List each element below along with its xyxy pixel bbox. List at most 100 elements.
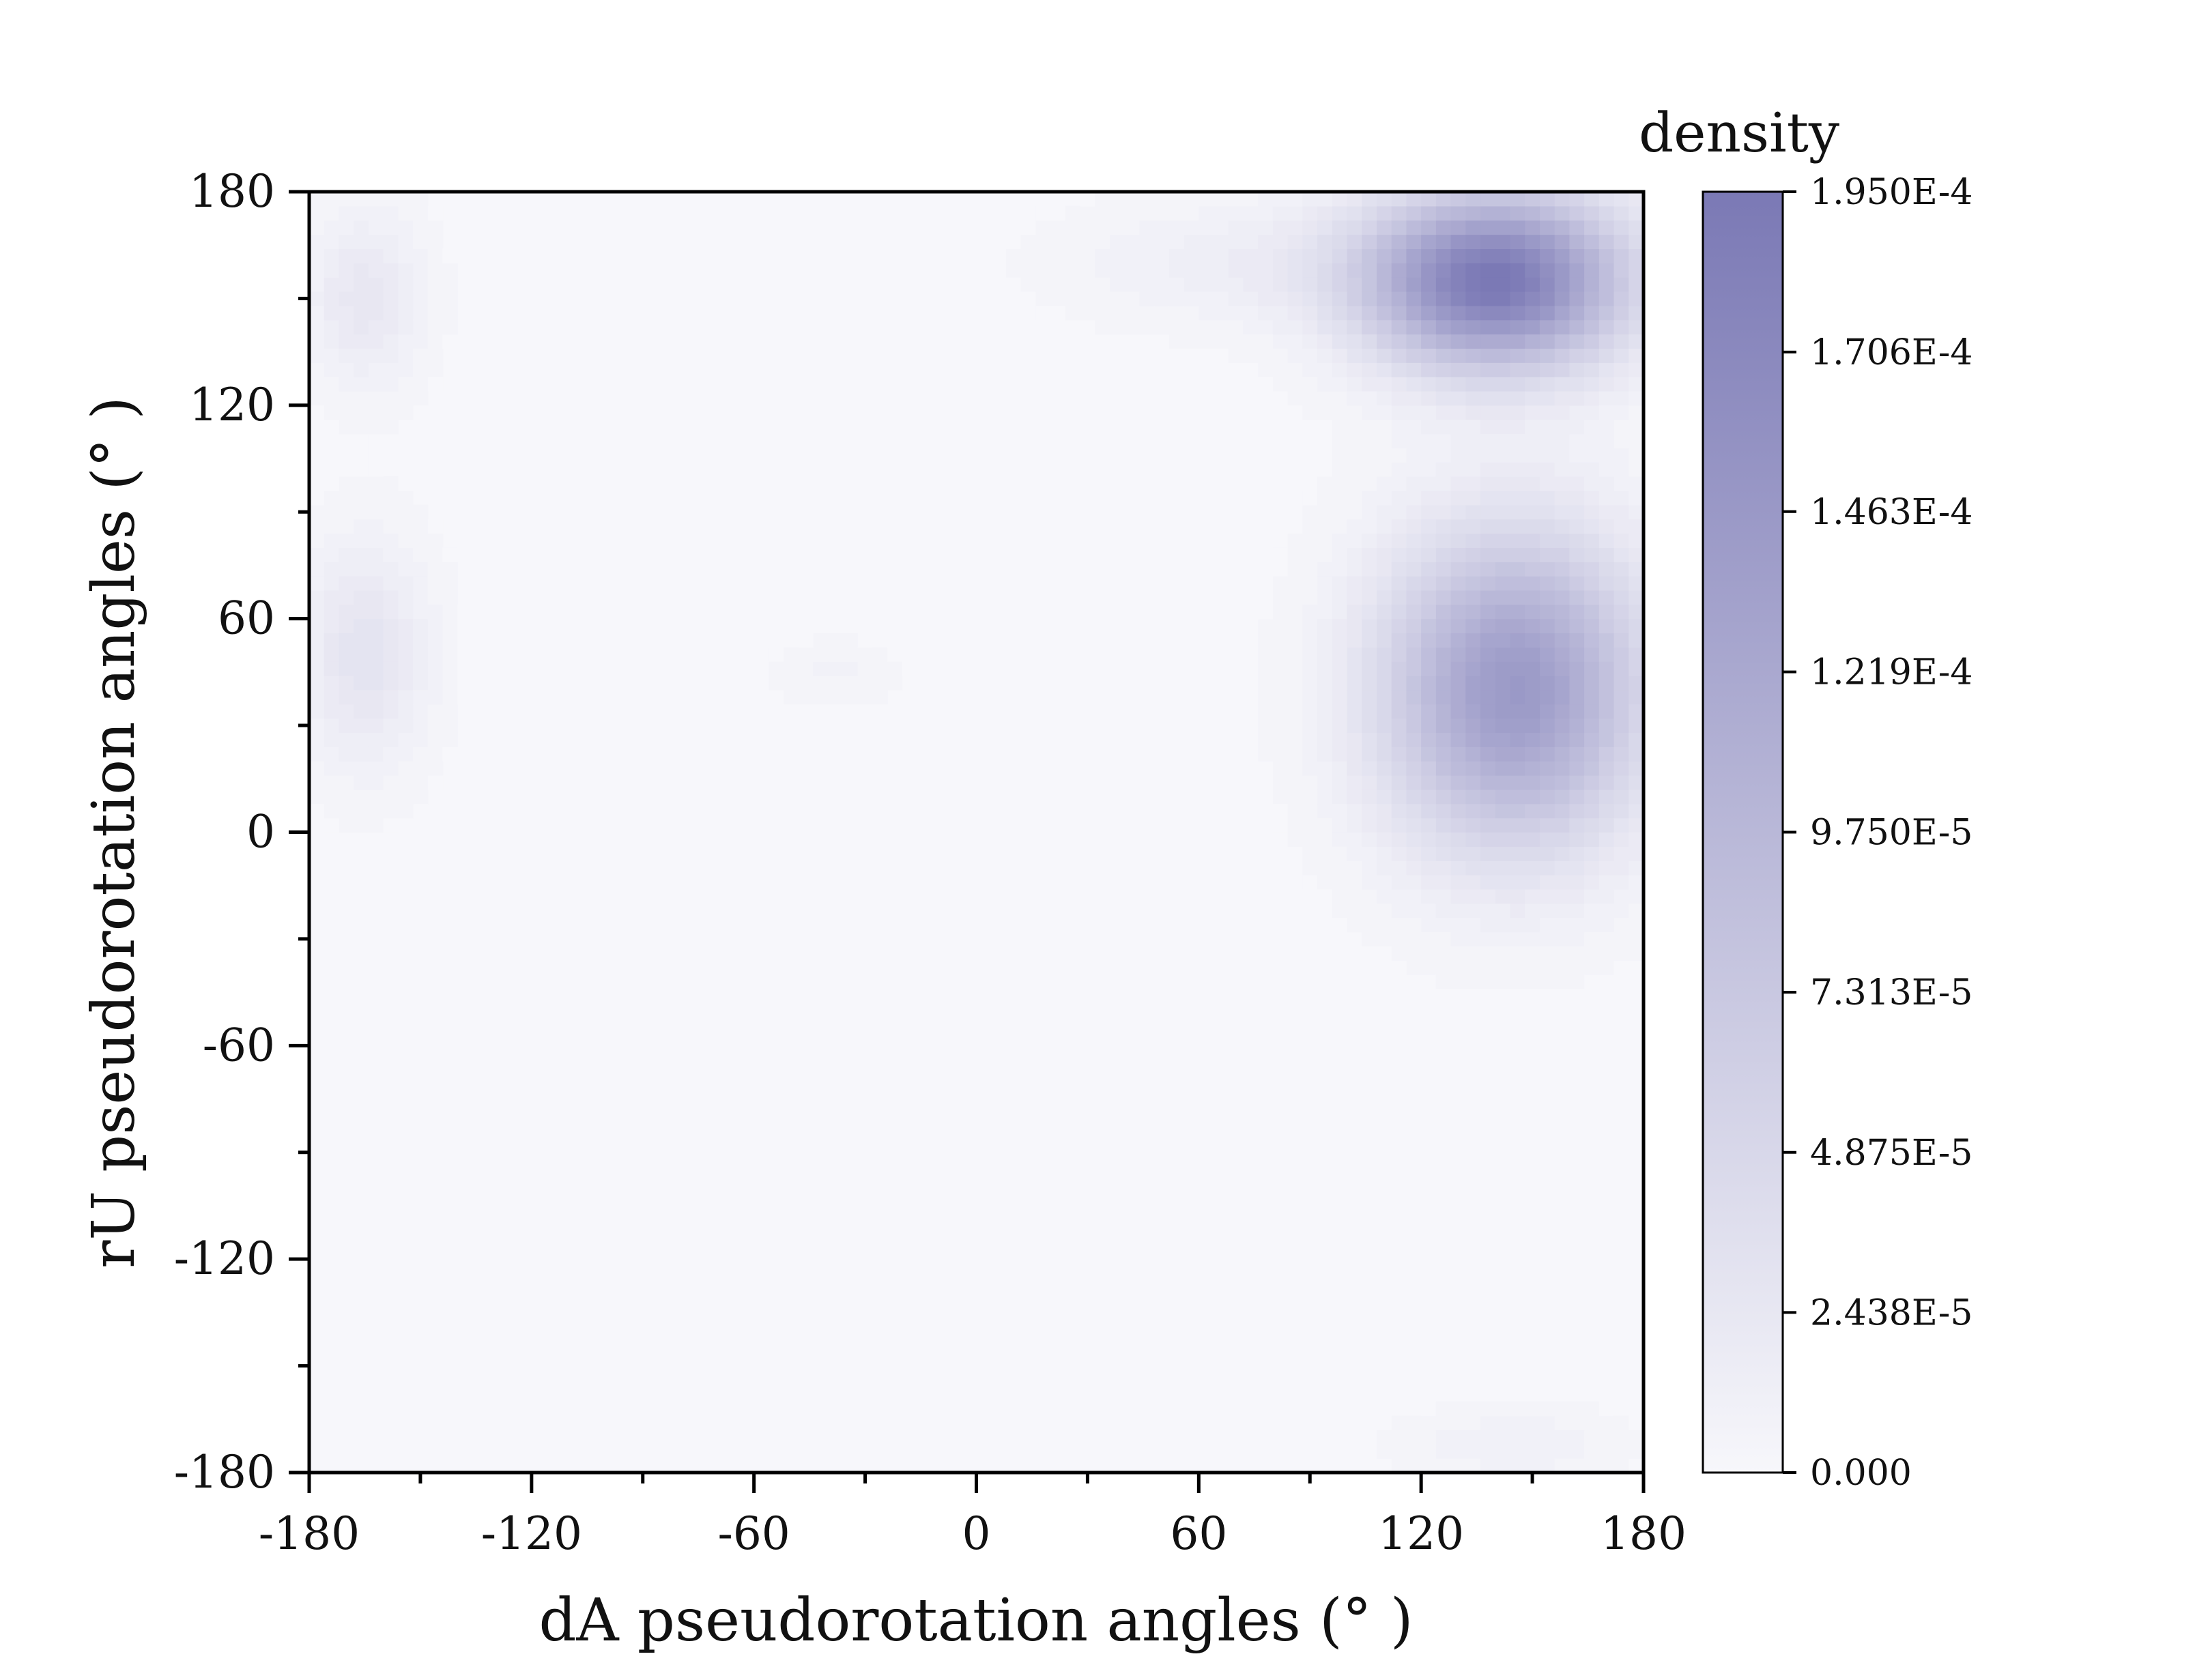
density-cell [413, 234, 429, 250]
density-cell [1569, 263, 1585, 278]
density-cell [1569, 390, 1585, 406]
density-cell [1539, 462, 1555, 477]
density-cell [1110, 277, 1125, 292]
density-cell [1272, 547, 1289, 562]
density-cell [1391, 305, 1407, 321]
density-cell [1554, 433, 1570, 448]
density-cell [442, 604, 458, 620]
density-cell [1377, 504, 1392, 520]
density-cell [1480, 562, 1496, 577]
density-cell [1598, 633, 1615, 648]
density-cell [1377, 305, 1392, 321]
density-cell [1584, 590, 1600, 605]
density-cell [1525, 362, 1540, 377]
density-cell [1495, 277, 1511, 292]
density-cell [1629, 348, 1644, 363]
density-cell [1347, 917, 1362, 933]
density-cell [324, 192, 340, 207]
density-cell [1332, 789, 1348, 805]
density-cell [1302, 590, 1318, 605]
density-cell [442, 647, 458, 662]
density-cell [1435, 263, 1452, 278]
density-cell [1480, 547, 1496, 562]
density-cell [1613, 319, 1629, 335]
density-cell [1539, 732, 1555, 747]
density-cell [1391, 633, 1407, 648]
density-cell [1362, 291, 1377, 306]
density-cell [1584, 718, 1600, 734]
density-cell [1465, 448, 1481, 463]
density-cell [1317, 533, 1333, 548]
density-cell [1435, 590, 1452, 605]
density-cell [1598, 1458, 1615, 1473]
density-cell [339, 377, 354, 392]
density-cell [1332, 319, 1348, 335]
density-cell [1554, 277, 1570, 292]
density-cell [1317, 362, 1333, 377]
density-cell [1569, 334, 1585, 349]
density-cell [1377, 817, 1392, 833]
density-cell [1495, 533, 1511, 548]
density-cell [1613, 633, 1629, 648]
density-cell [1272, 263, 1289, 278]
density-cell [1495, 704, 1511, 719]
density-cell [1495, 234, 1511, 250]
density-cell [1154, 305, 1170, 321]
density-cell [1362, 832, 1377, 847]
density-cell [1510, 931, 1525, 946]
density-cell [1214, 348, 1229, 363]
density-cell [1302, 334, 1318, 349]
density-cell [1539, 618, 1555, 634]
density-cell [1613, 875, 1629, 890]
density-cell [1480, 832, 1496, 847]
density-cell [1613, 676, 1629, 691]
density-cell [427, 319, 444, 335]
density-cell [383, 732, 399, 747]
density-cell [828, 633, 844, 648]
density-cell [1584, 875, 1600, 890]
density-cell [1435, 888, 1452, 904]
density-cell [1629, 689, 1644, 705]
density-cell [1391, 860, 1407, 875]
density-cell [1450, 689, 1466, 705]
density-cell [1377, 334, 1392, 349]
density-cell [1421, 291, 1437, 306]
density-cell [339, 747, 354, 762]
density-cell [1495, 248, 1511, 263]
density-cell [354, 205, 369, 221]
density-cell [1510, 248, 1525, 263]
density-cell [1525, 377, 1540, 392]
density-cell [1272, 377, 1289, 392]
density-cell [324, 761, 340, 776]
density-cell [1035, 291, 1051, 306]
density-cell [1332, 476, 1348, 491]
density-cell [398, 277, 414, 292]
density-cell [324, 590, 340, 605]
density-cell [1332, 633, 1348, 648]
density-cell [1598, 974, 1615, 989]
density-cell [1554, 946, 1570, 961]
density-cell [398, 405, 414, 420]
density-cell [843, 676, 859, 691]
density-cell [1613, 832, 1629, 847]
density-cell [1539, 1430, 1555, 1445]
density-cell [1495, 988, 1511, 1004]
density-cell [1525, 803, 1540, 819]
density-cell [1569, 462, 1585, 477]
density-cell [324, 504, 340, 520]
density-cell [1598, 1444, 1615, 1459]
density-cell [1421, 1401, 1437, 1417]
density-cell [324, 604, 340, 620]
density-cell [1168, 192, 1185, 207]
density-cell [1199, 192, 1214, 207]
density-cell [1525, 846, 1540, 861]
density-cell [383, 661, 399, 676]
density-cell [1465, 263, 1481, 278]
density-cell [1435, 377, 1452, 392]
density-cell [784, 676, 799, 691]
density-cell [1495, 348, 1511, 363]
density-cell [1065, 277, 1081, 292]
density-cell [1584, 462, 1600, 477]
density-cell [1480, 1415, 1496, 1431]
density-cell [1450, 1430, 1466, 1445]
